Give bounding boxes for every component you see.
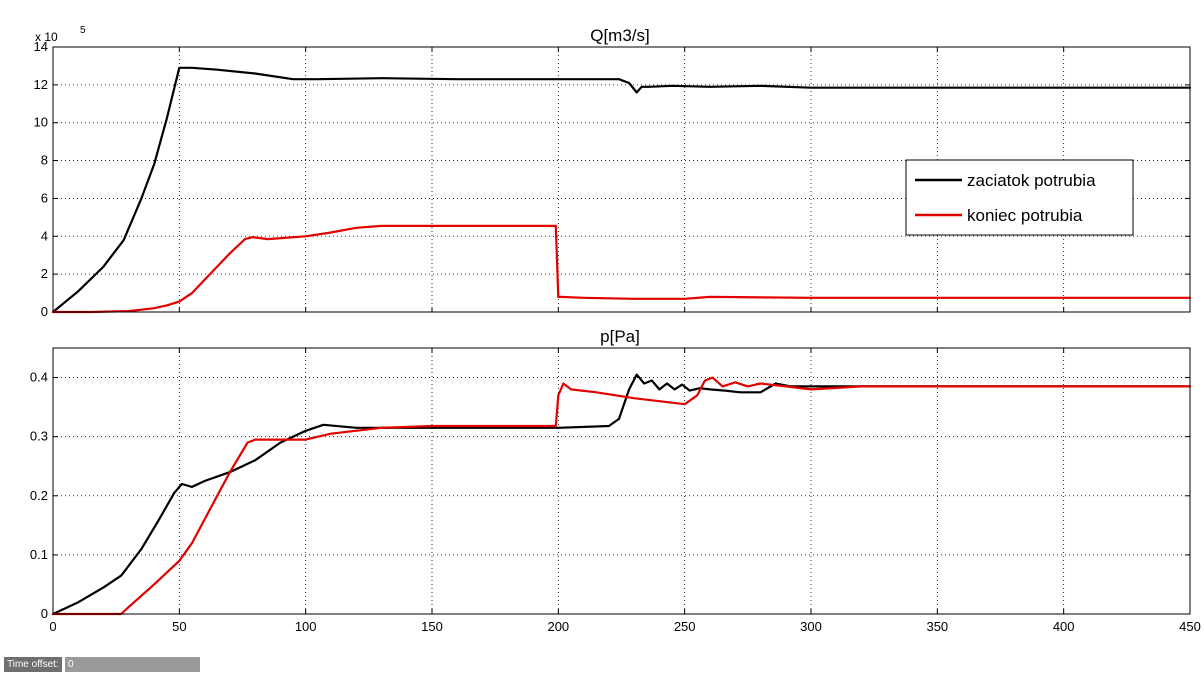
p-plot-frame [52,347,1191,615]
y-tick-label: 8 [41,153,48,168]
series-line-zaciatok [51,66,1192,314]
series-line-koniec [51,376,1192,616]
legend-box [905,159,1134,236]
q-plot-frame [52,46,1191,313]
y-tick-label: 4 [41,228,48,243]
x-tick-label: 100 [295,619,317,634]
x-tick-label: 250 [674,619,696,634]
q-plot-ticks: 0 2 4 6 8 10 12 14 [34,39,1191,319]
y-tick-label: 0.1 [30,547,48,562]
y-tick-label: 6 [41,190,48,205]
y-tick-label: 10 [34,115,48,130]
q-plot-series [51,66,1192,314]
x-tick-label: 350 [926,619,948,634]
y-tick-label: 2 [41,266,48,281]
x-tick-label: 150 [421,619,443,634]
time-offset-field: 0 [65,657,200,672]
legend-label-koniec: koniec potrubia [967,206,1083,225]
y-tick-label: 12 [34,77,48,92]
p-plot-title: p[Pa] [600,327,640,346]
x-tick-label: 0 [49,619,56,634]
p-plot-series [51,373,1192,616]
y-tick-label: 0.4 [30,370,48,385]
time-offset-label: Time offset: [4,657,62,672]
legend: zaciatok potrubia koniec potrubia [905,159,1134,236]
x-tick-label: 450 [1179,619,1201,634]
q-plot-exponent-base: x 10 [35,30,58,44]
x-tick-label: 200 [547,619,569,634]
y-tick-label: 14 [34,39,48,54]
y-tick-label: 0 [41,606,48,621]
p-plot: p[Pa] 0 50 100 150 200 250 300 350 400 450 0 0.1 0.2… [30,327,1201,634]
q-plot-title: Q[m3/s] [590,26,650,45]
y-tick-label: 0.2 [30,488,48,503]
status-bar: Time offset: 0 [0,656,1204,674]
x-tick-label: 400 [1053,619,1075,634]
p-plot-ticks: 0 50 100 150 200 250 300 350 400 450 0 0.1 0.2 0.3 0.4 [30,348,1201,634]
q-plot-grid [53,47,1190,312]
q-plot: Q[m3/s] x 10 5 0 2 4 6 8 10 12 14 zaciatok potr… [34,25,1192,319]
legend-label-zaciatok: zaciatok potrubia [967,171,1096,190]
series-line-koniec [51,224,1192,314]
series-line-zaciatok [51,373,1192,616]
q-plot-exponent-power: 5 [80,25,86,36]
p-plot-grid [53,348,1190,614]
x-tick-label: 50 [172,619,186,634]
y-tick-label: 0.3 [30,429,48,444]
y-tick-label: 0 [41,304,48,319]
x-tick-label: 300 [800,619,822,634]
